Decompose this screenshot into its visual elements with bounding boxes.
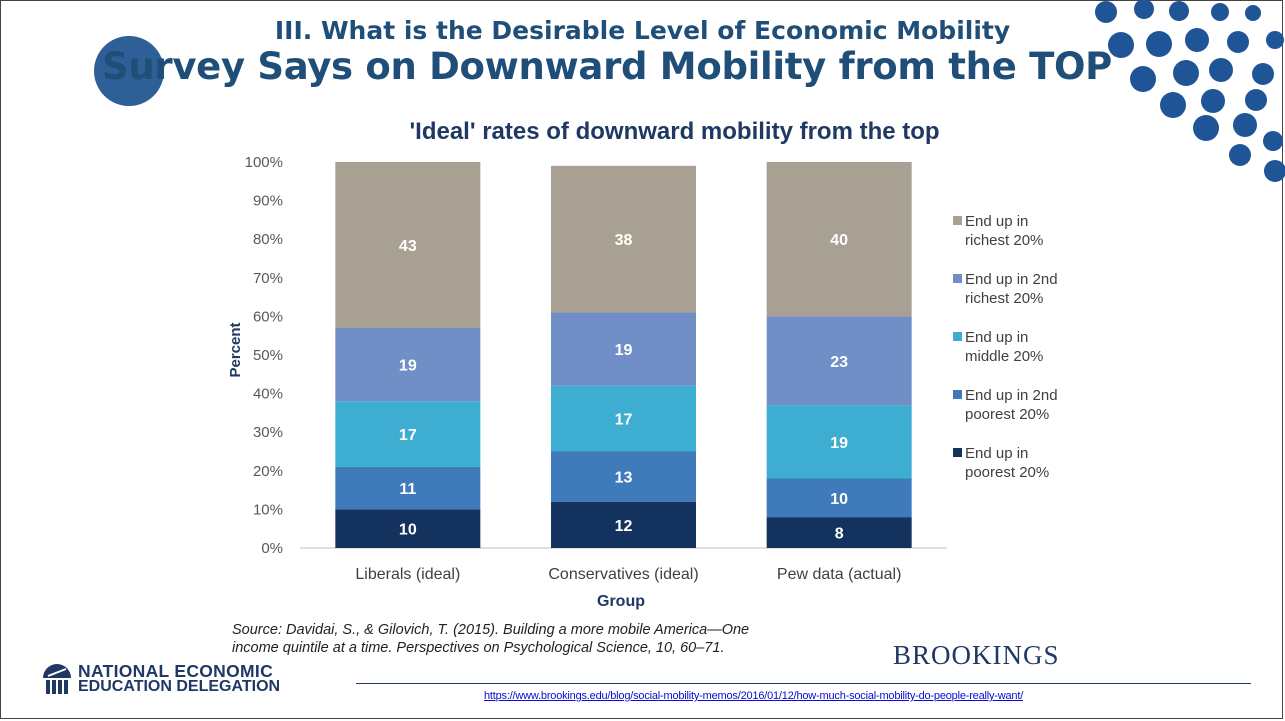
y-tick-label: 60% bbox=[253, 308, 283, 325]
y-tick-label: 0% bbox=[261, 540, 283, 557]
decorative-dot bbox=[1266, 31, 1284, 49]
org-name-line-2: EDUCATION DELEGATION bbox=[78, 678, 281, 695]
y-tick-label: 100% bbox=[245, 154, 283, 171]
bar-data-label: 17 bbox=[615, 412, 633, 429]
decorative-dot bbox=[1173, 60, 1199, 86]
decorative-dot bbox=[1252, 63, 1274, 85]
bar-segment bbox=[335, 509, 481, 548]
bar-segment bbox=[766, 405, 912, 479]
legend-swatch bbox=[953, 332, 962, 341]
bar-segment bbox=[335, 466, 481, 510]
bar-segment bbox=[551, 385, 696, 452]
legend-swatch bbox=[953, 216, 962, 225]
chart-title: 'Ideal' rates of downward mobility from … bbox=[409, 118, 940, 145]
legend-label: richest 20% bbox=[965, 232, 1043, 249]
y-tick-label: 80% bbox=[253, 231, 283, 248]
x-category-label: Pew data (actual) bbox=[777, 566, 902, 583]
source-citation: Source: Davidai, S., & Gilovich, T. (201… bbox=[232, 621, 832, 657]
decorative-dot bbox=[1130, 66, 1156, 92]
slide-title: Survey Says on Downward Mobility from th… bbox=[102, 45, 1112, 88]
bar-segment bbox=[335, 162, 481, 328]
legend-label: middle 20% bbox=[965, 348, 1043, 365]
bar-data-label: 43 bbox=[399, 238, 417, 255]
bar-data-label: 40 bbox=[830, 232, 848, 249]
x-category-label: Liberals (ideal) bbox=[355, 566, 460, 583]
legend-label: End up in bbox=[965, 213, 1028, 230]
bar-data-label: 19 bbox=[399, 358, 417, 375]
y-tick-label: 50% bbox=[253, 347, 283, 364]
legend-swatch bbox=[953, 390, 962, 399]
decorative-dot bbox=[1227, 31, 1249, 53]
legend-label: poorest 20% bbox=[965, 464, 1049, 481]
legend-label: End up in bbox=[965, 329, 1028, 346]
decorative-dot bbox=[1201, 89, 1225, 113]
decorative-dot bbox=[1134, 0, 1154, 19]
decorative-dot bbox=[1146, 31, 1172, 57]
decorative-dot bbox=[1264, 160, 1285, 182]
legend-label: End up in bbox=[965, 445, 1028, 462]
bar-segment bbox=[766, 316, 912, 406]
legend-label: poorest 20% bbox=[965, 406, 1049, 423]
bar-segment bbox=[551, 451, 696, 502]
legend-label: End up in 2nd bbox=[965, 271, 1058, 288]
bar-data-label: 10 bbox=[830, 491, 848, 508]
bar-segment bbox=[766, 162, 912, 317]
bar-segment bbox=[551, 312, 696, 386]
decorative-dot bbox=[1185, 28, 1209, 52]
source-url-link[interactable]: https://www.brookings.edu/blog/social-mo… bbox=[484, 690, 1024, 702]
y-tick-label: 10% bbox=[253, 501, 283, 518]
bar-segment bbox=[766, 478, 912, 518]
org-name-line-1: NATIONAL ECONOMIC bbox=[78, 661, 274, 681]
legend-label: End up in 2nd bbox=[965, 387, 1058, 404]
y-tick-label: 30% bbox=[253, 424, 283, 441]
legend-swatch bbox=[953, 274, 962, 283]
decorative-dot bbox=[1193, 115, 1219, 141]
decorative-dot bbox=[1245, 89, 1267, 111]
y-axis-label: Percent bbox=[227, 322, 244, 377]
decorative-dot bbox=[1245, 5, 1261, 21]
source-line-2: income quintile at a time. Perspectives … bbox=[232, 640, 725, 656]
bar-data-label: 11 bbox=[399, 481, 416, 498]
decorative-dot bbox=[1169, 1, 1189, 21]
y-tick-label: 40% bbox=[253, 386, 283, 403]
bar-segment bbox=[551, 501, 696, 548]
decorative-dot bbox=[1160, 92, 1186, 118]
slide-supertitle: III. What is the Desirable Level of Econ… bbox=[274, 16, 1011, 45]
bar-data-label: 10 bbox=[399, 522, 417, 539]
y-tick-label: 70% bbox=[253, 270, 283, 287]
decorative-dot bbox=[1229, 144, 1251, 166]
bar-data-label: 13 bbox=[615, 470, 633, 487]
bar-segment bbox=[335, 401, 481, 467]
dot-pattern-decoration bbox=[1095, 0, 1285, 182]
bar-data-label: 19 bbox=[615, 342, 633, 359]
decorative-dot bbox=[1233, 113, 1257, 137]
x-category-label: Conservatives (ideal) bbox=[548, 566, 698, 583]
bar-data-label: 23 bbox=[830, 354, 848, 371]
decorative-dot bbox=[1095, 1, 1117, 23]
bar-segment bbox=[766, 517, 912, 548]
y-tick-label: 90% bbox=[253, 193, 283, 210]
bar-data-label: 8 bbox=[835, 526, 844, 543]
footer-divider bbox=[356, 683, 1251, 684]
legend-swatch bbox=[953, 448, 962, 457]
bar-data-label: 38 bbox=[615, 232, 633, 249]
nee-logo-icon bbox=[43, 664, 71, 694]
brookings-logo-text: BROOKINGS bbox=[893, 640, 1060, 670]
decorative-dot bbox=[1263, 131, 1283, 151]
decorative-dot bbox=[1209, 58, 1233, 82]
source-line-1: Source: Davidai, S., & Gilovich, T. (201… bbox=[232, 622, 750, 638]
bar-segment bbox=[551, 165, 696, 313]
bar-data-label: 19 bbox=[830, 435, 848, 452]
decorative-dot bbox=[1211, 3, 1229, 21]
bar-data-label: 17 bbox=[399, 427, 417, 444]
y-tick-label: 20% bbox=[253, 463, 283, 480]
x-axis-label: Group bbox=[597, 593, 645, 610]
bar-data-label: 12 bbox=[615, 518, 633, 535]
bar-segment bbox=[335, 327, 481, 402]
decorative-dot bbox=[1108, 32, 1134, 58]
legend-label: richest 20% bbox=[965, 290, 1043, 307]
title-circle-decoration bbox=[94, 36, 164, 106]
